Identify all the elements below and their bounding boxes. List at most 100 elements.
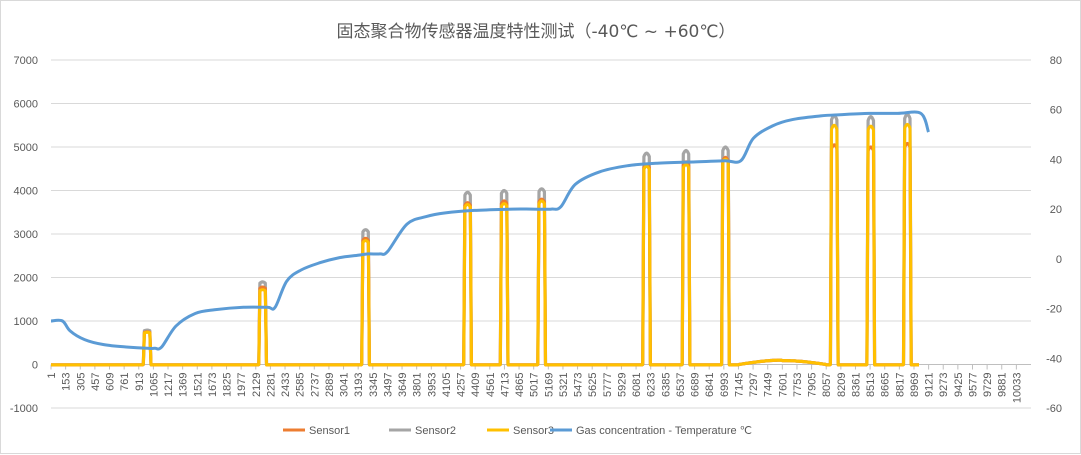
x-axis: 1 153 305 457 609 761 913 1065 1217 1369 1521 1673 1…: [46, 364, 1023, 404]
x-tick-label: 457: [90, 373, 102, 391]
x-tick-label: 9273: [938, 373, 950, 397]
x-tick-label: 2585: [295, 373, 307, 397]
chart-title: 固态聚合物传感器温度特性测试（-40℃ ~ +60℃）: [337, 22, 736, 42]
x-tick-label: 6081: [631, 373, 643, 397]
x-tick-label: 8969: [909, 373, 921, 397]
x-tick-label: 2737: [309, 373, 321, 397]
x-tick-label: 2433: [280, 373, 292, 397]
x-tick-label: 761: [119, 373, 131, 391]
y-axis-right: -60 -40 -20 0 20 40 60 80: [1046, 55, 1062, 415]
x-tick-label: 5929: [616, 373, 628, 397]
x-tick-label: 5321: [558, 373, 570, 397]
x-tick-label: 6993: [719, 373, 731, 397]
x-tick-label: 4713: [499, 373, 511, 397]
y-right-tick-label: -40: [1046, 353, 1062, 365]
x-tick-label: 305: [75, 373, 87, 391]
x-tick-label: 4561: [485, 373, 497, 397]
x-tick-label: 1217: [163, 373, 175, 397]
legend-label: Sensor3: [513, 425, 554, 437]
series-layer: [50, 110, 930, 367]
legend-item: Sensor1: [283, 425, 350, 437]
x-tick-label: 1673: [207, 373, 219, 397]
legend-label: Sensor1: [309, 425, 350, 437]
x-tick-label: 9425: [953, 373, 965, 397]
x-tick-label: 1977: [236, 373, 248, 397]
y-right-tick-label: 0: [1056, 254, 1062, 266]
y-right-tick-label: 20: [1050, 204, 1062, 216]
legend-item: Gas concentration - Temperature ℃: [550, 425, 752, 437]
x-tick-label: 5169: [543, 373, 555, 397]
x-tick-label: 6841: [704, 373, 716, 397]
x-tick-label: 4409: [470, 373, 482, 397]
x-tick-label: 7601: [777, 373, 789, 397]
series-line-sensor1: [50, 141, 920, 367]
x-tick-label: 5473: [573, 373, 585, 397]
series-line-sensor2: [50, 112, 920, 367]
x-tick-label: 8057: [821, 373, 833, 397]
y-left-tick-label: 0: [32, 360, 38, 372]
x-tick-label: 9881: [997, 373, 1009, 397]
y-right-tick-label: 40: [1050, 154, 1062, 166]
x-tick-label: 6233: [646, 373, 658, 397]
x-tick-label: 7753: [792, 373, 804, 397]
x-tick-label: 1825: [222, 373, 234, 397]
x-tick-label: 9577: [967, 373, 979, 397]
x-tick-label: 7297: [748, 373, 760, 397]
y-axis-left: -1000 0 1000 2000 3000 4000 5000 6000 7000: [10, 55, 38, 415]
series-line-temperature: [50, 110, 930, 351]
x-tick-label: 1521: [192, 373, 204, 397]
x-tick-label: 913: [134, 373, 146, 391]
x-tick-label: 8817: [894, 373, 906, 397]
y-left-tick-label: 4000: [14, 186, 38, 198]
legend: Sensor1 Sensor2 Sensor3 Gas concentration -…: [283, 425, 752, 437]
x-tick-label: 7449: [763, 373, 775, 397]
x-tick-label: 8513: [865, 373, 877, 397]
x-tick-label: 153: [61, 373, 73, 391]
x-tick-label: 8209: [836, 373, 848, 397]
legend-item: Sensor2: [389, 425, 456, 437]
y-left-tick-label: 7000: [14, 55, 38, 67]
y-left-tick-label: 2000: [14, 273, 38, 285]
x-tick-label: 4257: [456, 373, 468, 397]
y-left-tick-label: 1000: [14, 316, 38, 328]
x-tick-label: 2281: [265, 373, 277, 397]
x-tick-label: 3649: [397, 373, 409, 397]
x-tick-label: 1369: [178, 373, 190, 397]
x-tick-label: 1: [46, 373, 58, 379]
x-tick-label: 9121: [924, 373, 936, 397]
x-tick-label: 3497: [382, 373, 394, 397]
y-left-tick-label: 6000: [14, 99, 38, 111]
x-tick-label: 6537: [675, 373, 687, 397]
y-right-tick-label: -60: [1046, 403, 1062, 415]
x-tick-label: 3801: [412, 373, 424, 397]
x-tick-label: 6385: [660, 373, 672, 397]
x-tick-label: 4865: [514, 373, 526, 397]
x-tick-label: 609: [105, 373, 117, 391]
legend-item: Sensor3: [487, 425, 554, 437]
x-tick-label: 5017: [529, 373, 541, 397]
y-right-tick-label: -20: [1046, 304, 1062, 316]
x-tick-label: 5777: [602, 373, 614, 397]
x-tick-label: 5625: [587, 373, 599, 397]
x-tick-label: 6689: [690, 373, 702, 397]
y-left-tick-label: -1000: [10, 403, 38, 415]
series-line-sensor3: [50, 122, 920, 367]
x-tick-label: 9729: [982, 373, 994, 397]
x-tick-label: 2129: [251, 373, 263, 397]
x-tick-label: 8665: [880, 373, 892, 397]
y-right-tick-label: 80: [1050, 55, 1062, 67]
legend-label: Sensor2: [415, 425, 456, 437]
y-left-tick-label: 3000: [14, 229, 38, 241]
y-right-tick-label: 60: [1050, 105, 1062, 117]
x-tick-label: 8361: [850, 373, 862, 397]
x-tick-label: 2889: [324, 373, 336, 397]
x-tick-label: 10033: [1011, 373, 1023, 404]
x-tick-label: 7145: [733, 373, 745, 397]
x-tick-label: 3345: [368, 373, 380, 397]
x-tick-label: 3041: [339, 373, 351, 397]
x-tick-label: 1065: [148, 373, 160, 397]
x-tick-label: 3953: [426, 373, 438, 397]
x-tick-label: 3193: [353, 373, 365, 397]
